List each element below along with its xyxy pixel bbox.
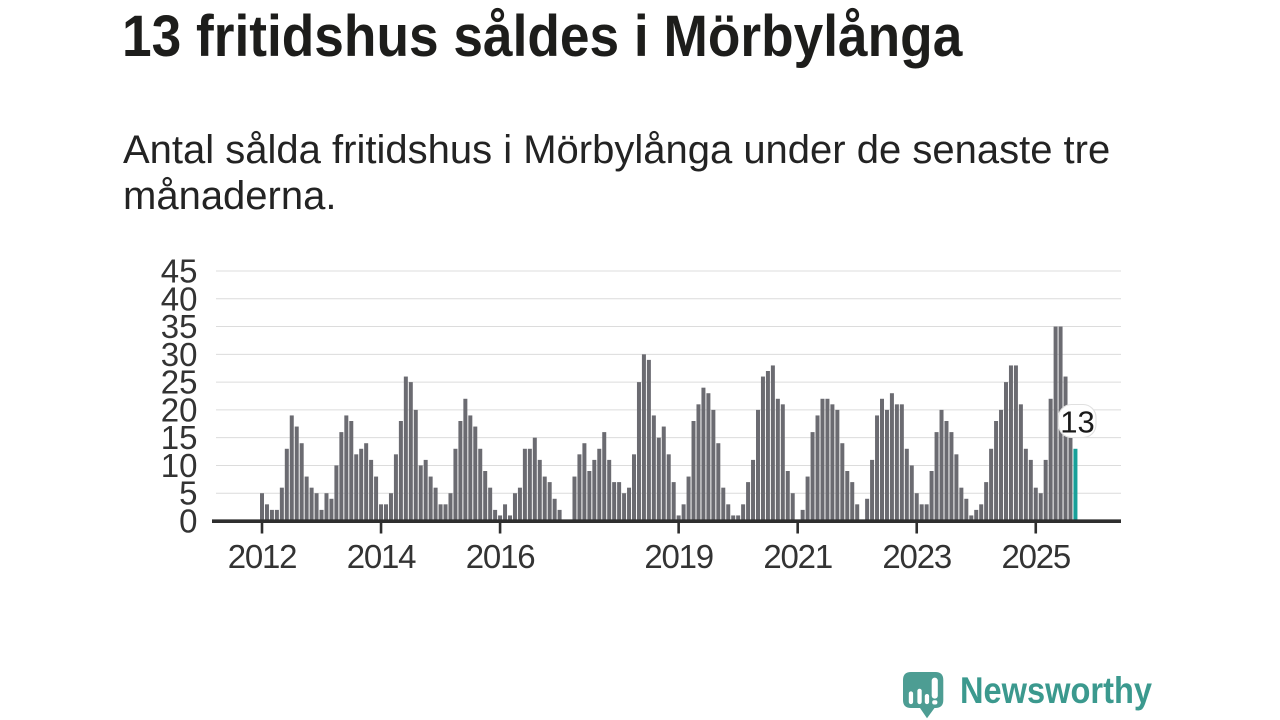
svg-text:25: 25	[161, 364, 198, 401]
svg-text:13: 13	[1060, 405, 1094, 440]
svg-text:2019: 2019	[644, 538, 713, 575]
svg-text:15: 15	[161, 419, 198, 456]
svg-text:30: 30	[161, 336, 198, 373]
svg-text:2014: 2014	[347, 538, 416, 575]
svg-text:10: 10	[161, 447, 198, 484]
svg-text:2016: 2016	[466, 538, 535, 575]
svg-text:2021: 2021	[763, 538, 832, 575]
svg-text:2012: 2012	[228, 538, 297, 575]
svg-text:40: 40	[161, 280, 198, 317]
svg-text:2023: 2023	[882, 538, 951, 575]
svg-text:20: 20	[161, 391, 198, 428]
svg-text:45: 45	[161, 253, 198, 290]
svg-text:35: 35	[161, 308, 198, 345]
svg-text:0: 0	[179, 503, 197, 540]
svg-text:5: 5	[179, 475, 197, 512]
svg-text:Newsworthy: Newsworthy	[960, 670, 1152, 711]
svg-text:2025: 2025	[1001, 538, 1070, 575]
